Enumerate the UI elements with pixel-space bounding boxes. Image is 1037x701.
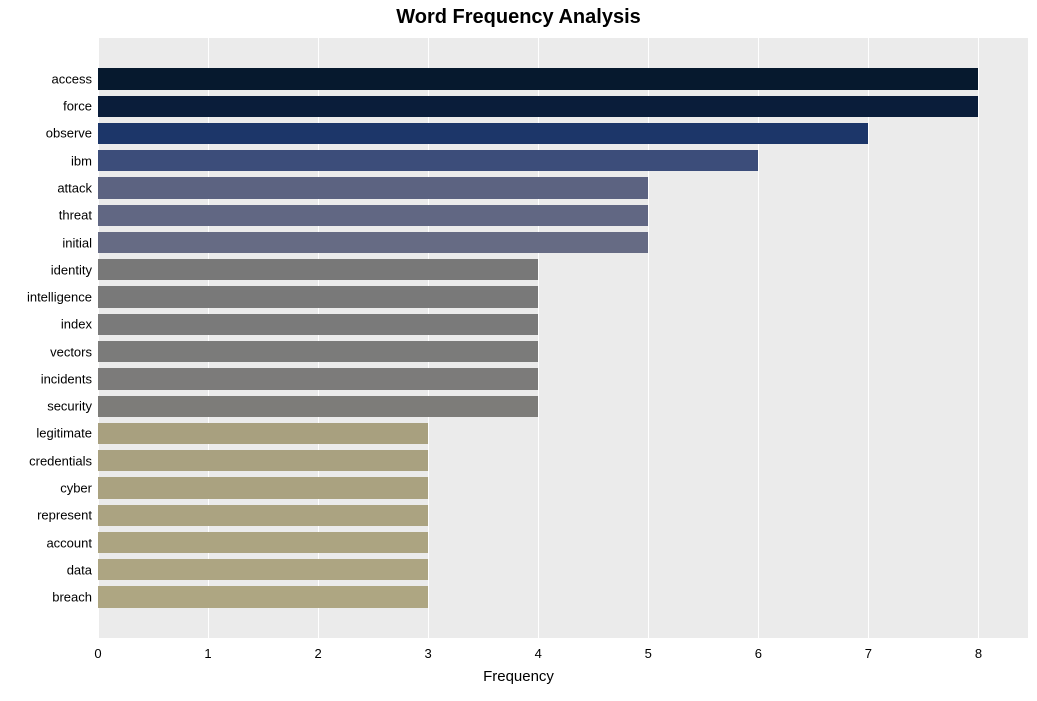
y-tick-label: force bbox=[63, 99, 98, 114]
bar bbox=[98, 96, 978, 117]
bar bbox=[98, 341, 538, 362]
y-tick-label: legitimate bbox=[36, 426, 98, 441]
bar bbox=[98, 559, 428, 580]
y-tick-label: ibm bbox=[71, 153, 98, 168]
x-tick-label: 5 bbox=[645, 646, 652, 661]
x-tick-label: 7 bbox=[865, 646, 872, 661]
plot-area: 012345678accessforceobserveibmattackthre… bbox=[98, 38, 1028, 638]
y-tick-label: breach bbox=[52, 590, 98, 605]
x-tick-label: 1 bbox=[204, 646, 211, 661]
y-tick-label: security bbox=[47, 399, 98, 414]
y-tick-label: access bbox=[52, 71, 98, 86]
bar bbox=[98, 205, 648, 226]
x-tick-label: 8 bbox=[975, 646, 982, 661]
x-tick-label: 3 bbox=[425, 646, 432, 661]
y-tick-label: identity bbox=[51, 262, 98, 277]
y-tick-label: intelligence bbox=[27, 290, 98, 305]
bar bbox=[98, 232, 648, 253]
bar bbox=[98, 150, 758, 171]
bar bbox=[98, 532, 428, 553]
y-tick-label: represent bbox=[37, 508, 98, 523]
bar bbox=[98, 450, 428, 471]
x-tick-label: 0 bbox=[94, 646, 101, 661]
x-axis-title: Frequency bbox=[0, 668, 1037, 685]
bar bbox=[98, 314, 538, 335]
bar bbox=[98, 259, 538, 280]
y-tick-label: attack bbox=[57, 181, 98, 196]
bar bbox=[98, 586, 428, 607]
y-tick-label: incidents bbox=[41, 371, 98, 386]
bar bbox=[98, 505, 428, 526]
bar bbox=[98, 368, 538, 389]
bar bbox=[98, 177, 648, 198]
y-tick-label: threat bbox=[59, 208, 98, 223]
y-tick-label: cyber bbox=[60, 481, 98, 496]
x-tick-label: 4 bbox=[535, 646, 542, 661]
bar bbox=[98, 68, 978, 89]
y-tick-label: observe bbox=[46, 126, 98, 141]
bar bbox=[98, 286, 538, 307]
y-tick-label: index bbox=[61, 317, 98, 332]
gridline bbox=[978, 38, 979, 638]
gridline bbox=[868, 38, 869, 638]
chart-container: Word Frequency Analysis 012345678accessf… bbox=[0, 0, 1037, 701]
y-tick-label: data bbox=[67, 562, 98, 577]
x-tick-label: 2 bbox=[314, 646, 321, 661]
chart-title: Word Frequency Analysis bbox=[0, 6, 1037, 29]
y-tick-label: account bbox=[46, 535, 98, 550]
y-tick-label: initial bbox=[62, 235, 98, 250]
y-tick-label: vectors bbox=[50, 344, 98, 359]
bar bbox=[98, 396, 538, 417]
y-tick-label: credentials bbox=[29, 453, 98, 468]
x-tick-label: 6 bbox=[755, 646, 762, 661]
bar bbox=[98, 123, 868, 144]
bar bbox=[98, 477, 428, 498]
bar bbox=[98, 423, 428, 444]
